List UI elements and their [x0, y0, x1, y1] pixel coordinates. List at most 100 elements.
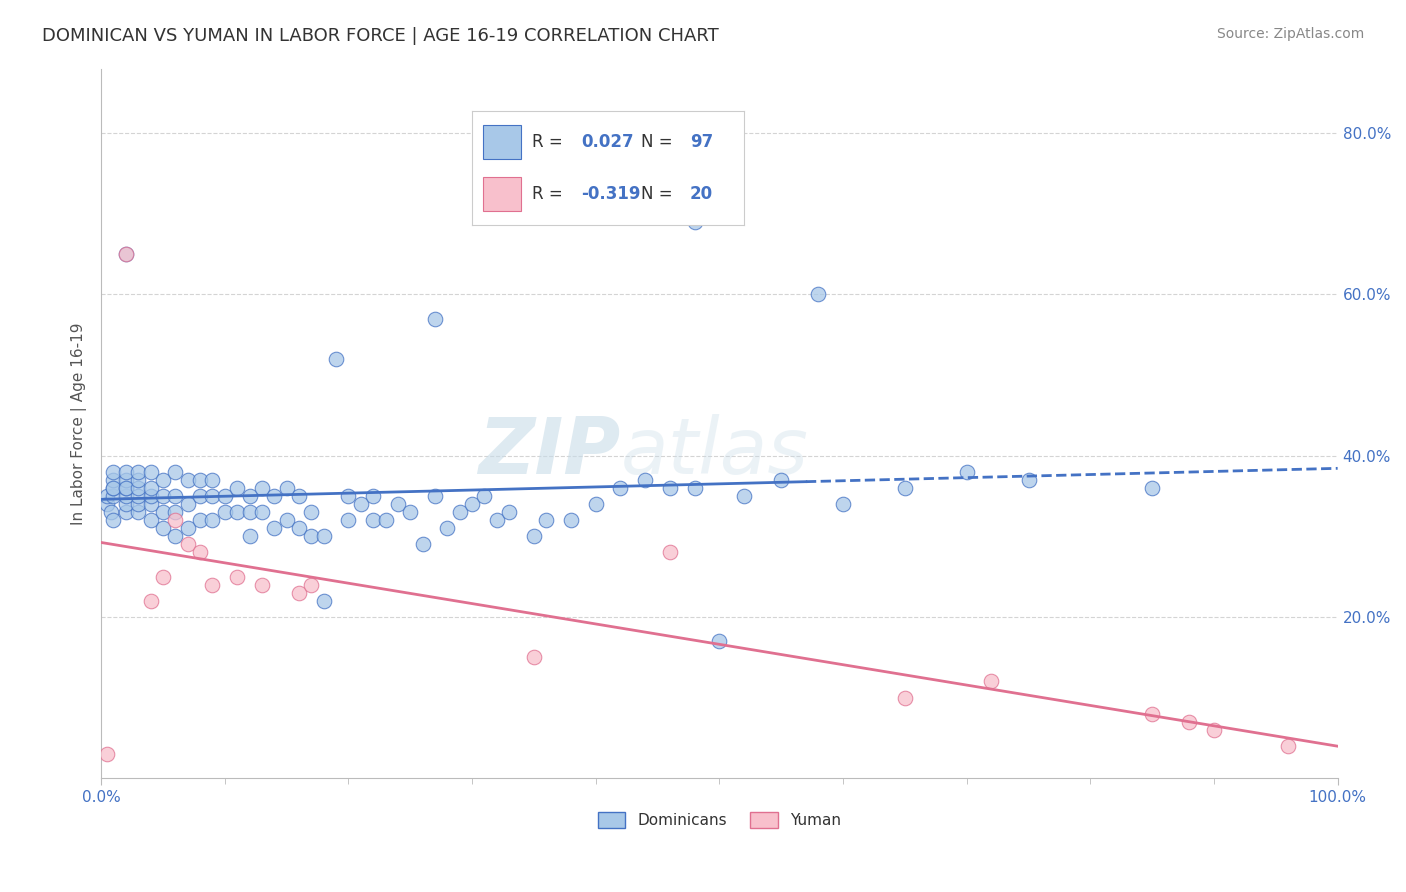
Point — [115, 481, 138, 495]
Point — [127, 497, 149, 511]
Point — [103, 465, 125, 479]
Point — [263, 521, 285, 535]
Point — [387, 497, 409, 511]
Point — [188, 545, 211, 559]
Point — [152, 569, 174, 583]
Point — [115, 247, 138, 261]
Point — [449, 505, 471, 519]
Point — [423, 489, 446, 503]
Point — [201, 577, 224, 591]
Point — [127, 489, 149, 503]
Point — [96, 497, 118, 511]
Point — [127, 465, 149, 479]
Point — [152, 521, 174, 535]
Point — [176, 521, 198, 535]
Point — [980, 674, 1002, 689]
Y-axis label: In Labor Force | Age 16-19: In Labor Force | Age 16-19 — [72, 322, 87, 524]
Point — [96, 489, 118, 503]
Point — [461, 497, 484, 511]
Point — [658, 481, 681, 495]
Point — [658, 545, 681, 559]
Point — [165, 505, 187, 519]
Point — [894, 690, 917, 705]
Point — [165, 513, 187, 527]
Point — [560, 513, 582, 527]
Point — [1202, 723, 1225, 737]
Point — [201, 513, 224, 527]
Point — [165, 465, 187, 479]
Point — [103, 481, 125, 495]
Point — [250, 481, 273, 495]
Legend: Dominicans, Yuman: Dominicans, Yuman — [592, 806, 846, 834]
Point — [188, 473, 211, 487]
Point — [103, 481, 125, 495]
Point — [288, 521, 311, 535]
Point — [288, 489, 311, 503]
Point — [250, 505, 273, 519]
Point — [188, 513, 211, 527]
Point — [325, 351, 347, 366]
Point — [115, 489, 138, 503]
Point — [312, 594, 335, 608]
Point — [139, 513, 162, 527]
Point — [374, 513, 396, 527]
Point — [263, 489, 285, 503]
Point — [299, 529, 322, 543]
Point — [176, 497, 198, 511]
Point — [350, 497, 373, 511]
Point — [127, 481, 149, 495]
Point — [1140, 706, 1163, 721]
Point — [188, 489, 211, 503]
Point — [683, 215, 706, 229]
Point — [176, 473, 198, 487]
Point — [238, 529, 260, 543]
Point — [523, 529, 546, 543]
Point — [536, 513, 558, 527]
Point — [152, 505, 174, 519]
Point — [238, 505, 260, 519]
Point — [103, 489, 125, 503]
Point — [226, 569, 249, 583]
Point — [683, 481, 706, 495]
Point — [832, 497, 855, 511]
Point — [176, 537, 198, 551]
Point — [152, 489, 174, 503]
Text: atlas: atlas — [620, 414, 808, 490]
Point — [115, 465, 138, 479]
Point — [299, 505, 322, 519]
Point — [139, 489, 162, 503]
Point — [1277, 739, 1299, 753]
Point — [226, 481, 249, 495]
Text: ZIP: ZIP — [478, 414, 620, 490]
Point — [115, 247, 138, 261]
Point — [361, 489, 384, 503]
Text: DOMINICAN VS YUMAN IN LABOR FORCE | AGE 16-19 CORRELATION CHART: DOMINICAN VS YUMAN IN LABOR FORCE | AGE … — [42, 27, 718, 45]
Point — [103, 513, 125, 527]
Point — [956, 465, 979, 479]
Point — [100, 505, 122, 519]
Point — [201, 489, 224, 503]
Point — [423, 311, 446, 326]
Point — [96, 747, 118, 761]
Point — [238, 489, 260, 503]
Point — [498, 505, 520, 519]
Point — [399, 505, 422, 519]
Point — [523, 650, 546, 665]
Point — [609, 481, 631, 495]
Point — [115, 497, 138, 511]
Point — [894, 481, 917, 495]
Point — [288, 585, 311, 599]
Point — [634, 473, 657, 487]
Point — [115, 473, 138, 487]
Point — [250, 577, 273, 591]
Point — [709, 634, 731, 648]
Point — [436, 521, 458, 535]
Point — [807, 287, 830, 301]
Point — [276, 481, 298, 495]
Point — [152, 473, 174, 487]
Point — [103, 473, 125, 487]
Point — [474, 489, 496, 503]
Point — [139, 594, 162, 608]
Point — [312, 529, 335, 543]
Point — [165, 489, 187, 503]
